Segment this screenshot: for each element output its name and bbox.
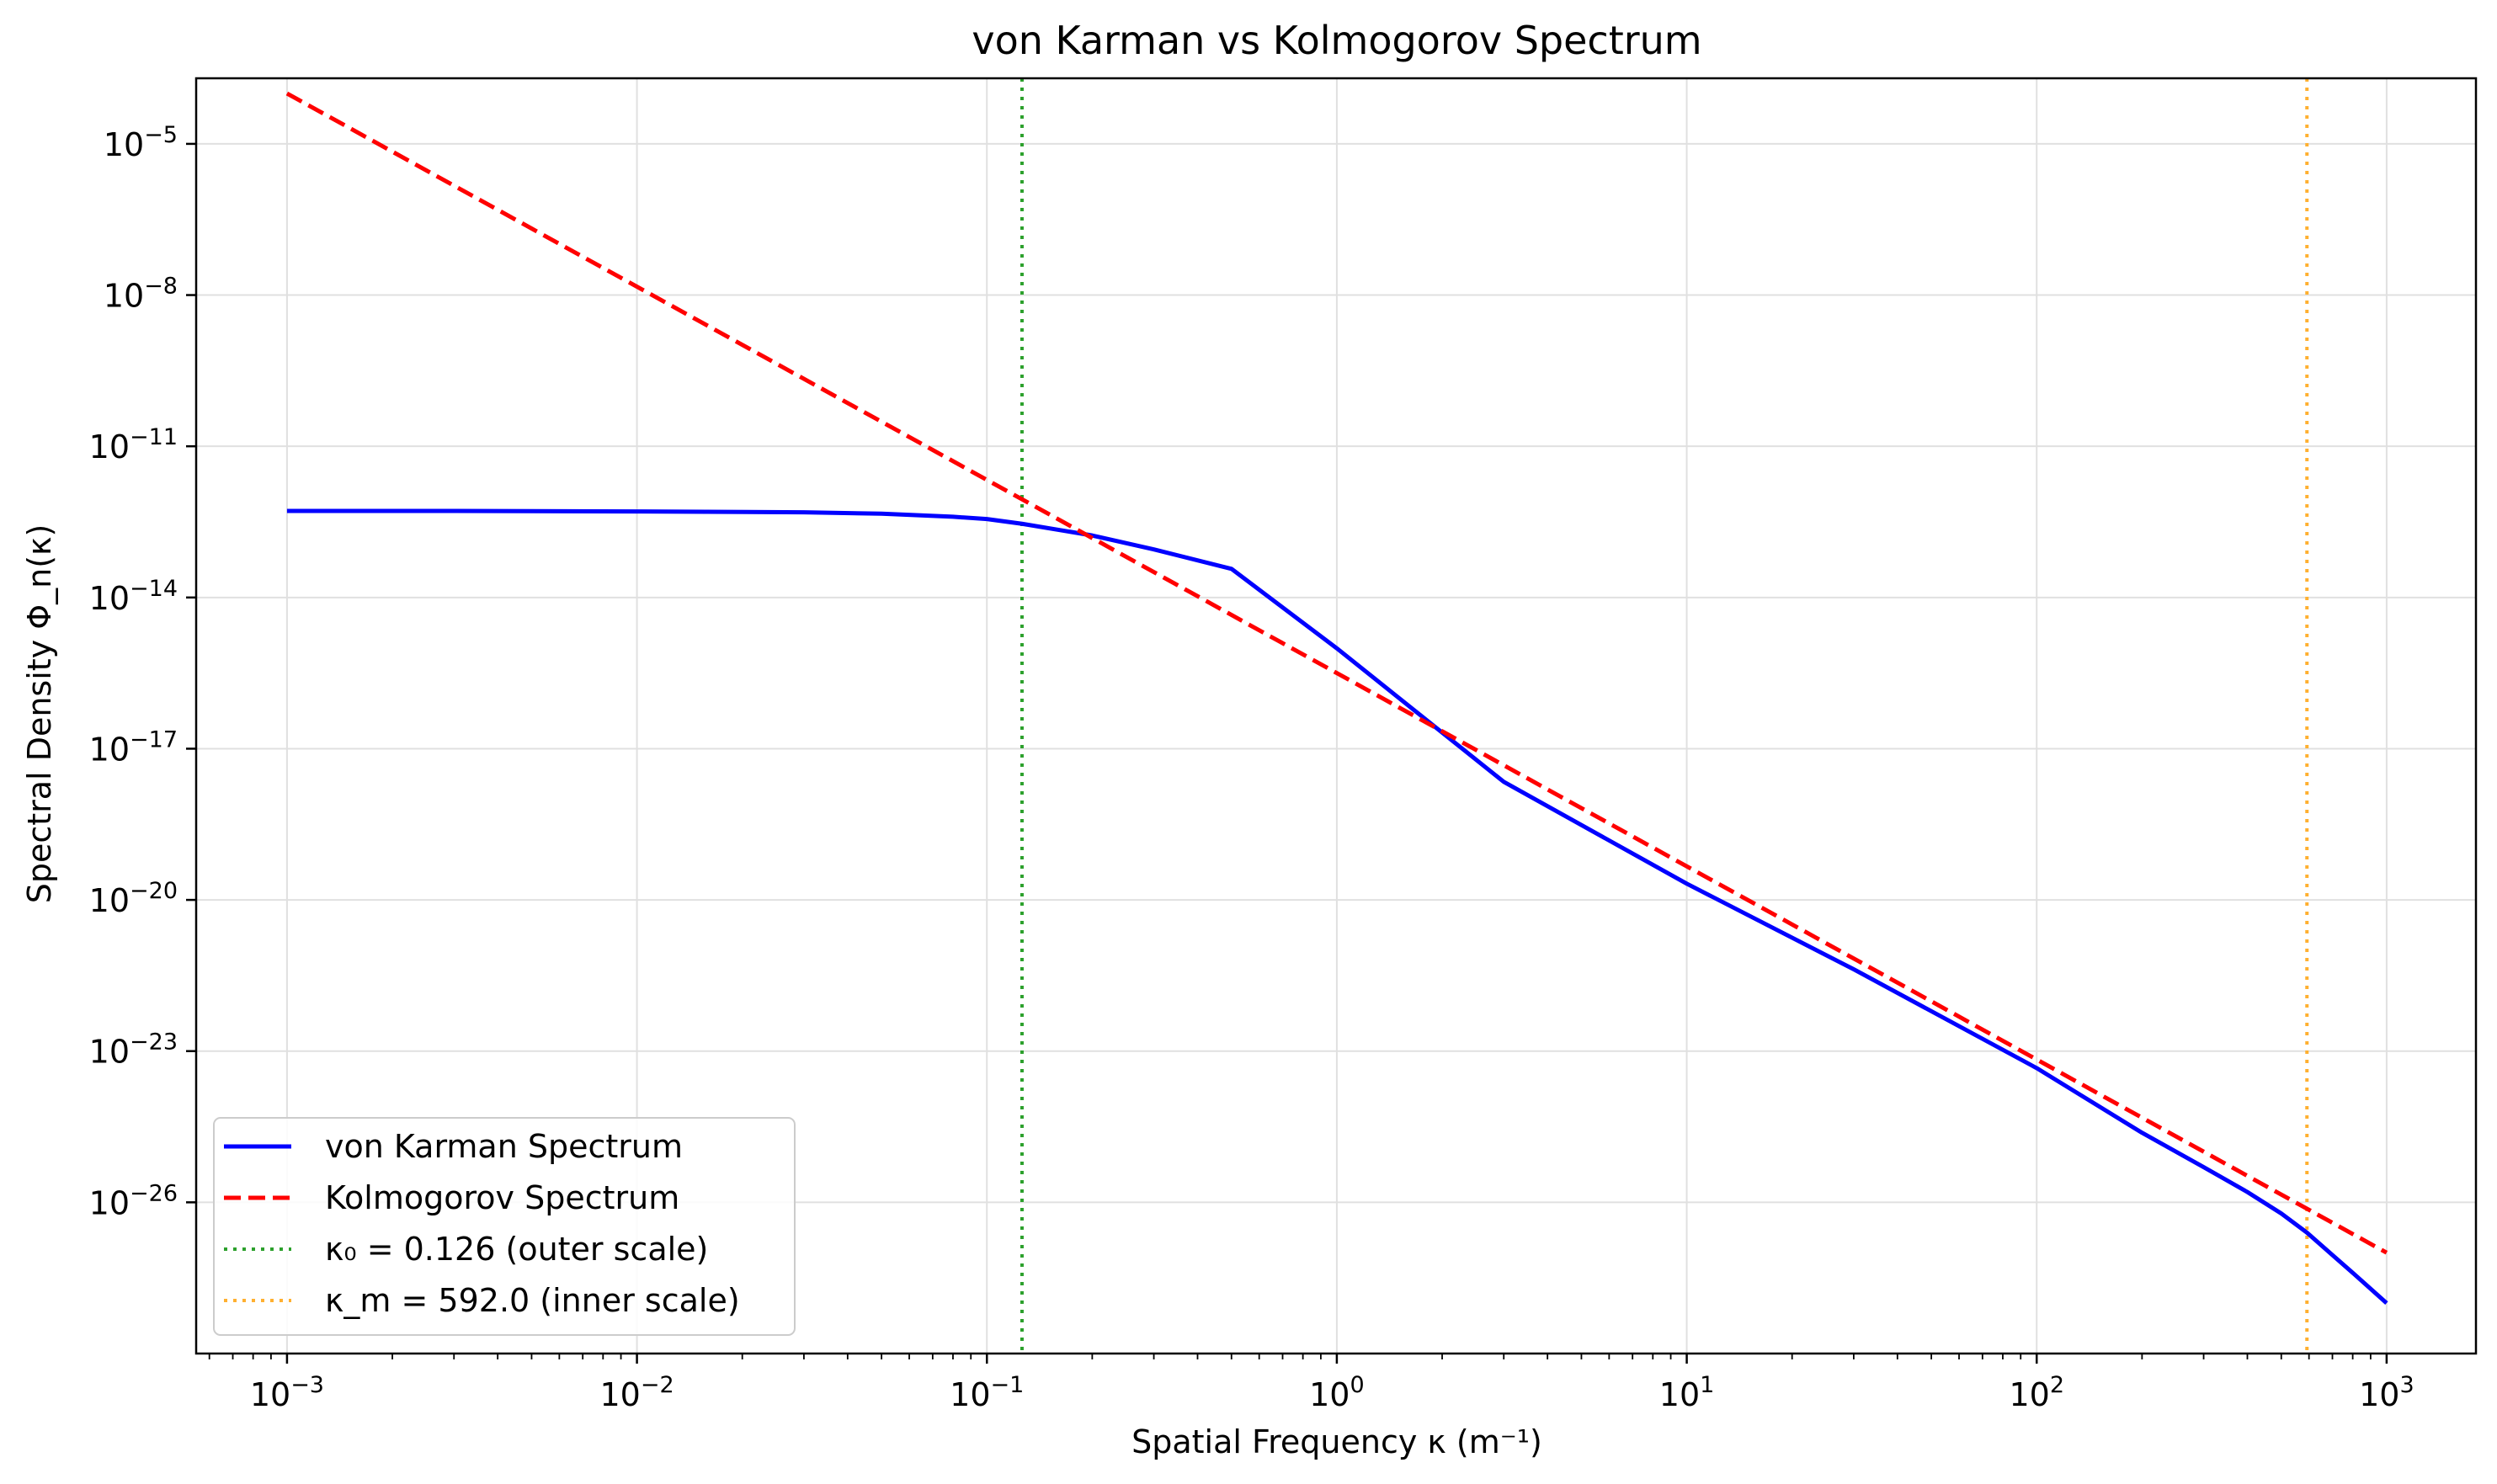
grid-lines: [196, 78, 2476, 1354]
x-tick-label-2: 10−1: [950, 1372, 1024, 1413]
x-tick-label-1: 10−2: [599, 1372, 673, 1413]
y-tick-label-6: 10−23: [89, 1029, 178, 1071]
x-tick-label-4: 101: [1659, 1372, 1715, 1413]
series-line-1: [285, 91, 2388, 1255]
plot-series: [285, 78, 2388, 1354]
y-tick-label-7: 10−26: [89, 1180, 178, 1221]
y-tick-label-1: 10−8: [104, 274, 178, 315]
y-axis-label: Spectral Density Φ_n(κ): [21, 524, 58, 904]
y-tick-label-3: 10−14: [89, 576, 178, 617]
legend-label-2: κ₀ = 0.126 (outer scale): [325, 1231, 708, 1268]
x-tick-label-6: 103: [2359, 1372, 2414, 1413]
axes: 10−3 10−2 10−1 100 101 102 103 10−5 10−8 10−11 10−…: [89, 77, 2478, 1413]
x-tick-label-0: 10−3: [250, 1372, 324, 1413]
x-axis-label: Spatial Frequency κ (m⁻¹): [1131, 1423, 1542, 1460]
legend: von Karman Spectrum Kolmogorov Spectrum κ₀…: [213, 1117, 796, 1336]
x-tick-label-3: 100: [1309, 1372, 1365, 1413]
legend-box: [213, 1117, 796, 1336]
chart-title: von Karman vs Kolmogorov Spectrum: [972, 18, 1701, 63]
y-tick-label-4: 10−17: [89, 726, 178, 768]
legend-label-1: Kolmogorov Spectrum: [325, 1179, 679, 1216]
y-tick-label-2: 10−11: [89, 424, 178, 465]
y-tick-label-5: 10−20: [89, 878, 178, 919]
legend-label-0: von Karman Spectrum: [325, 1128, 683, 1165]
x-tick-label-5: 102: [2009, 1372, 2064, 1413]
y-tick-label-0: 10−5: [104, 122, 178, 163]
series-line-0: [286, 508, 2388, 1305]
legend-label-3: κ_m = 592.0 (inner scale): [325, 1282, 740, 1319]
